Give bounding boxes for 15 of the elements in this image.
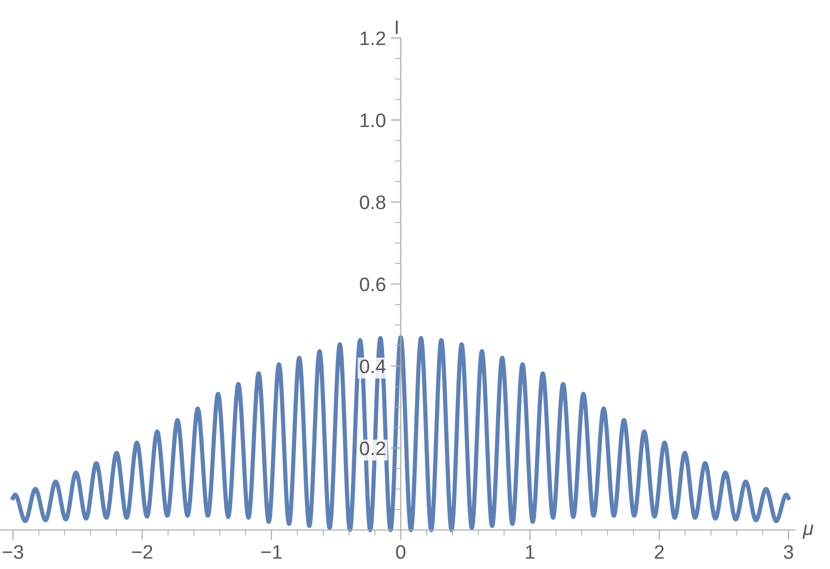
x-axis-title: μ bbox=[802, 524, 814, 539]
y-tick-label: 0.4 bbox=[360, 359, 386, 374]
x-tick-label: −1 bbox=[261, 545, 282, 559]
x-tick-label: 0 bbox=[396, 545, 406, 559]
x-tick-label: 1 bbox=[526, 545, 534, 559]
y-tick-label: 1.0 bbox=[360, 113, 386, 128]
x-tick-label: −3 bbox=[2, 545, 24, 559]
y-tick-label: 0.2 bbox=[360, 441, 386, 456]
y-tick-label: 0.8 bbox=[360, 195, 386, 210]
x-tick-label: 2 bbox=[654, 545, 664, 559]
y-axis-title: I bbox=[396, 20, 398, 34]
x-tick-label: 3 bbox=[784, 545, 794, 559]
x-tick-label: −2 bbox=[132, 545, 152, 559]
y-tick-label: 0.6 bbox=[360, 277, 386, 292]
y-tick-label: 1.2 bbox=[360, 31, 386, 46]
